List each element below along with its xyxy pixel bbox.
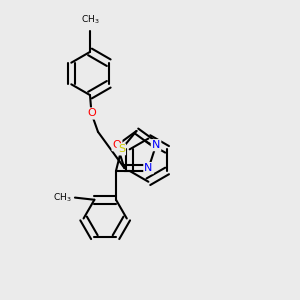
Text: S: S — [118, 144, 125, 154]
Text: N: N — [152, 140, 160, 150]
Text: O: O — [112, 140, 122, 150]
Text: O: O — [87, 109, 96, 118]
Text: CH$_3$: CH$_3$ — [53, 191, 72, 204]
Text: CH$_3$: CH$_3$ — [81, 14, 99, 26]
Text: N: N — [144, 163, 153, 173]
